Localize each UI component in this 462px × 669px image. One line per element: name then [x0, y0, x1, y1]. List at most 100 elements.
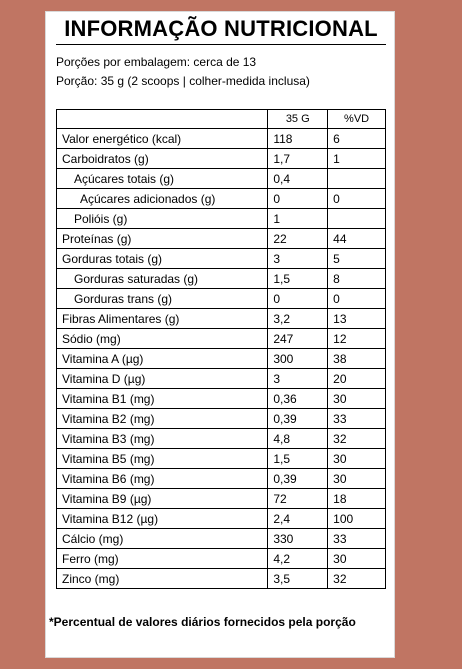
- nutrient-daily-value: 8: [327, 268, 386, 289]
- nutrient-name: Vitamina B9 (µg): [55, 488, 269, 509]
- servings-per-package: Porções por embalagem: cerca de 13: [56, 55, 257, 69]
- header-nutrient: [55, 109, 269, 129]
- nutrient-daily-value: 0: [327, 188, 386, 209]
- nutrient-name: Cálcio (mg): [55, 528, 269, 549]
- nutrient-amount: 1: [267, 208, 329, 229]
- nutrient-name: Açúcares adicionados (g): [55, 188, 269, 209]
- nutrient-daily-value: 33: [327, 408, 386, 429]
- table-row: Vitamina B5 (mg) 1,5 30: [55, 448, 386, 469]
- table-row: Valor energético (kcal) 118 6: [55, 128, 386, 149]
- table-row: Cálcio (mg) 330 33: [55, 528, 386, 549]
- table-row: Vitamina A (µg) 300 38: [55, 348, 386, 369]
- table-row: Gorduras trans (g) 0 0: [55, 288, 386, 309]
- nutrient-name: Vitamina D (µg): [55, 368, 269, 389]
- nutrient-name: Polióis (g): [55, 208, 269, 229]
- nutrient-amount: 0,39: [267, 468, 329, 489]
- nutrient-amount: 0,39: [267, 408, 329, 429]
- table-row: Sódio (mg) 247 12: [55, 328, 386, 349]
- nutrient-amount: 2,4: [267, 508, 329, 529]
- nutrient-name: Vitamina B5 (mg): [55, 448, 269, 469]
- nutrient-amount: 72: [267, 488, 329, 509]
- nutrient-amount: 1,5: [267, 268, 329, 289]
- nutrient-name: Ferro (mg): [55, 548, 269, 569]
- nutrient-amount: 0: [267, 188, 329, 209]
- table-row: Gorduras totais (g) 3 5: [55, 248, 386, 269]
- nutrient-amount: 3: [267, 368, 329, 389]
- nutrient-name: Zinco (mg): [55, 568, 269, 589]
- table-row: Fibras Alimentares (g) 3,2 13: [55, 308, 386, 329]
- table-row: Proteínas (g) 22 44: [55, 228, 386, 249]
- nutrient-amount: 4,2: [267, 548, 329, 569]
- nutrient-daily-value: 18: [327, 488, 386, 509]
- nutrient-name: Gorduras saturadas (g): [55, 268, 269, 289]
- nutrient-daily-value: 30: [327, 468, 386, 489]
- table-row: Vitamina B6 (mg) 0,39 30: [55, 468, 386, 489]
- table-row: Vitamina B2 (mg) 0,39 33: [55, 408, 386, 429]
- nutrient-name: Vitamina B6 (mg): [55, 468, 269, 489]
- nutrient-name: Açúcares totais (g): [55, 168, 269, 189]
- table-row: Gorduras saturadas (g) 1,5 8: [55, 268, 386, 289]
- nutrient-daily-value: [327, 208, 386, 229]
- nutrient-name: Vitamina B2 (mg): [55, 408, 269, 429]
- nutrient-daily-value: 33: [327, 528, 386, 549]
- nutrient-name: Carboidratos (g): [55, 148, 269, 169]
- nutrient-amount: 4,8: [267, 428, 329, 449]
- nutrient-name: Vitamina B1 (mg): [55, 388, 269, 409]
- nutrient-daily-value: 38: [327, 348, 386, 369]
- nutrient-amount: 118: [267, 128, 329, 149]
- nutrient-daily-value: 44: [327, 228, 386, 249]
- nutrient-amount: 3,2: [267, 308, 329, 329]
- nutrient-name: Vitamina A (µg): [55, 348, 269, 369]
- footnote: *Percentual de valores diários fornecido…: [49, 615, 356, 629]
- table-row: Vitamina B3 (mg) 4,8 32: [55, 428, 386, 449]
- nutrient-name: Proteínas (g): [55, 228, 269, 249]
- nutrient-amount: 1,5: [267, 448, 329, 469]
- table-row: Açúcares totais (g) 0,4: [55, 168, 386, 189]
- header-amount: 35 G: [267, 109, 329, 129]
- nutrition-title: INFORMAÇÃO NUTRICIONAL: [56, 15, 386, 45]
- nutrient-daily-value: 30: [327, 448, 386, 469]
- nutrient-amount: 330: [267, 528, 329, 549]
- serving-size: Porção: 35 g (2 scoops | colher-medida i…: [56, 74, 310, 88]
- nutrient-daily-value: 1: [327, 148, 386, 169]
- table-row: Vitamina B1 (mg) 0,36 30: [55, 388, 386, 409]
- nutrient-name: Gorduras totais (g): [55, 248, 269, 269]
- nutrient-name: Gorduras trans (g): [55, 288, 269, 309]
- nutrient-daily-value: 32: [327, 568, 386, 589]
- nutrient-amount: 3,5: [267, 568, 329, 589]
- table-row: Polióis (g) 1: [55, 208, 386, 229]
- table-row: Zinco (mg) 3,5 32: [55, 568, 386, 589]
- nutrient-daily-value: 30: [327, 548, 386, 569]
- table-header-row: 35 G %VD: [55, 109, 386, 129]
- table-row: Ferro (mg) 4,2 30: [55, 548, 386, 569]
- nutrient-amount: 0,4: [267, 168, 329, 189]
- nutrient-name: Fibras Alimentares (g): [55, 308, 269, 329]
- table-row: Carboidratos (g) 1,7 1: [55, 148, 386, 169]
- nutrient-daily-value: 32: [327, 428, 386, 449]
- nutrient-amount: 0,36: [267, 388, 329, 409]
- nutrient-name: Valor energético (kcal): [55, 128, 269, 149]
- nutrient-amount: 300: [267, 348, 329, 369]
- nutrient-name: Sódio (mg): [55, 328, 269, 349]
- nutrient-amount: 1,7: [267, 148, 329, 169]
- nutrient-daily-value: [327, 168, 386, 189]
- nutrient-daily-value: 5: [327, 248, 386, 269]
- nutrient-daily-value: 13: [327, 308, 386, 329]
- nutrient-daily-value: 20: [327, 368, 386, 389]
- header-daily-value: %VD: [327, 109, 386, 129]
- nutrient-amount: 3: [267, 248, 329, 269]
- nutrient-amount: 0: [267, 288, 329, 309]
- nutrient-daily-value: 0: [327, 288, 386, 309]
- nutrient-amount: 22: [267, 228, 329, 249]
- nutrient-daily-value: 12: [327, 328, 386, 349]
- nutrient-daily-value: 6: [327, 128, 386, 149]
- table-row: Vitamina B12 (µg) 2,4 100: [55, 508, 386, 529]
- nutrient-amount: 247: [267, 328, 329, 349]
- nutrient-daily-value: 100: [327, 508, 386, 529]
- nutrient-name: Vitamina B12 (µg): [55, 508, 269, 529]
- nutrient-name: Vitamina B3 (mg): [55, 428, 269, 449]
- table-row: Vitamina D (µg) 3 20: [55, 368, 386, 389]
- nutrient-daily-value: 30: [327, 388, 386, 409]
- table-row: Açúcares adicionados (g) 0 0: [55, 188, 386, 209]
- nutrition-panel: INFORMAÇÃO NUTRICIONAL Porções por embal…: [45, 11, 395, 658]
